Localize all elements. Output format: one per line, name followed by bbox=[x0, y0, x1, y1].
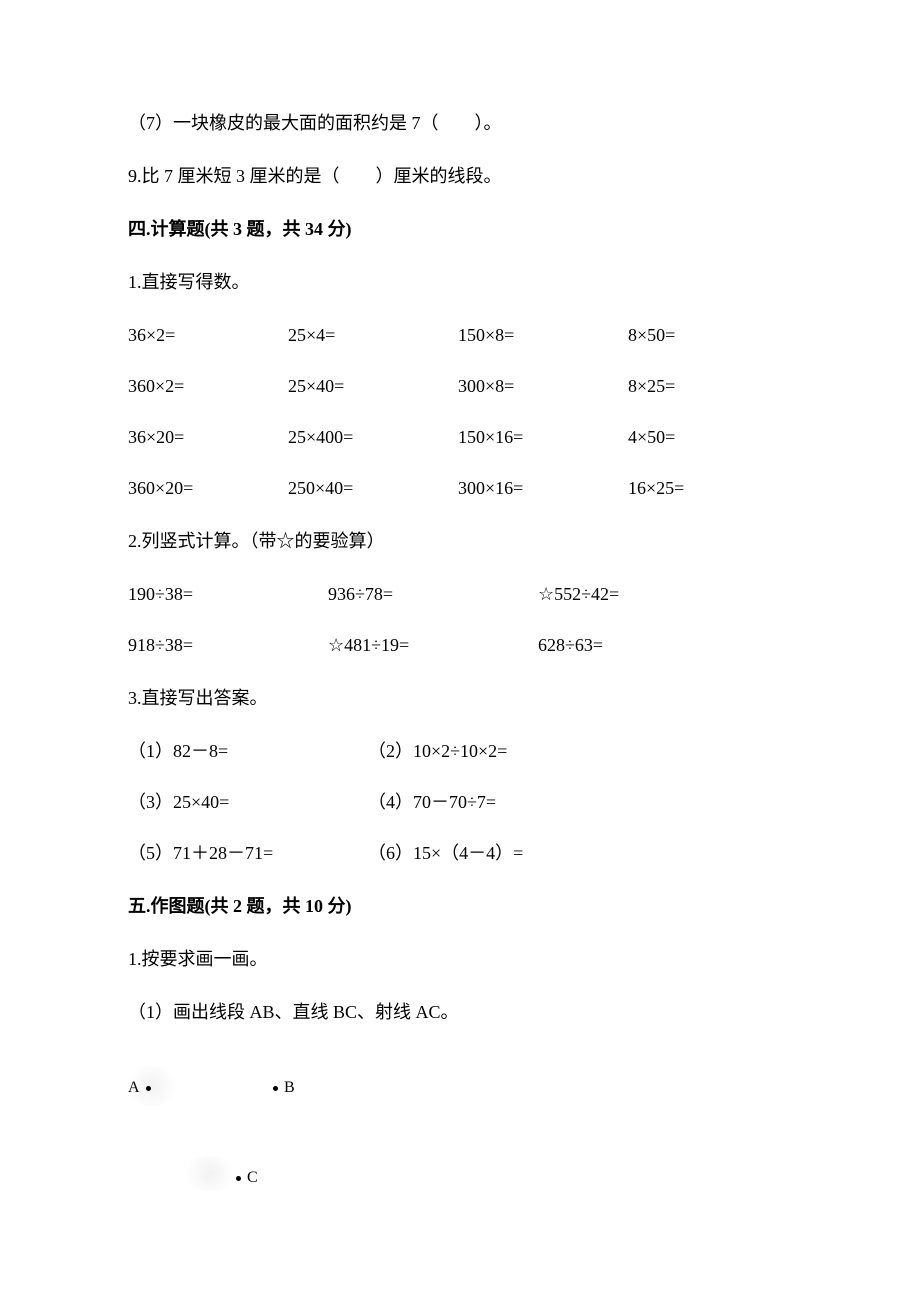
s4-p3-label: 3.直接写出答案。 bbox=[128, 685, 792, 712]
s5-p1-label: 1.按要求画一画。 bbox=[128, 946, 792, 973]
s4-p2-label: 2.列竖式计算。（带☆的要验算） bbox=[128, 528, 792, 555]
answer-cell: （6）15×（4－4）= bbox=[368, 840, 668, 867]
question-7-text: （7）一块橡皮的最大面的面积约是 7（ ）。 bbox=[128, 110, 792, 137]
s4-p2-grid: 190÷38= 936÷78= ☆552÷42= 918÷38= ☆481÷19… bbox=[128, 581, 792, 659]
answer-cell: （4）70－70÷7= bbox=[368, 789, 668, 816]
calc-cell: 300×8= bbox=[458, 373, 628, 400]
point-b-label: B bbox=[284, 1076, 295, 1100]
point-c: C bbox=[236, 1166, 258, 1190]
calc-cell: ☆552÷42= bbox=[538, 581, 738, 608]
calc-cell: 36×2= bbox=[128, 322, 288, 349]
point-a-label: A bbox=[128, 1076, 140, 1100]
scan-smudge bbox=[180, 1156, 240, 1191]
calc-cell: 8×25= bbox=[628, 373, 778, 400]
dot-icon bbox=[236, 1176, 241, 1181]
calc-cell: 360×20= bbox=[128, 475, 288, 502]
calc-cell: 8×50= bbox=[628, 322, 778, 349]
dot-icon bbox=[273, 1086, 278, 1091]
calc-cell: 150×8= bbox=[458, 322, 628, 349]
s4-p3-grid: （1）82－8= （2）10×2÷10×2= （3）25×40= （4）70－7… bbox=[128, 738, 792, 867]
answer-cell: （3）25×40= bbox=[128, 789, 368, 816]
point-b: B bbox=[273, 1076, 295, 1100]
calc-cell: 25×4= bbox=[288, 322, 458, 349]
calc-cell: 190÷38= bbox=[128, 581, 328, 608]
calc-cell: 150×16= bbox=[458, 424, 628, 451]
answer-cell: （5）71＋28－71= bbox=[128, 840, 368, 867]
s5-p1-sub: （1）画出线段 AB、直线 BC、射线 AC。 bbox=[128, 999, 792, 1026]
calc-cell: 300×16= bbox=[458, 475, 628, 502]
calc-cell: 628÷63= bbox=[538, 632, 738, 659]
s4-p1-grid: 36×2= 25×4= 150×8= 8×50= 360×2= 25×40= 3… bbox=[128, 322, 792, 502]
calc-cell: 936÷78= bbox=[328, 581, 538, 608]
point-a: A bbox=[128, 1076, 151, 1100]
question-9-text: 9.比 7 厘米短 3 厘米的是（ ）厘米的线段。 bbox=[128, 163, 792, 190]
s4-p1-label: 1.直接写得数。 bbox=[128, 269, 792, 296]
answer-cell: （2）10×2÷10×2= bbox=[368, 738, 668, 765]
calc-cell: 25×400= bbox=[288, 424, 458, 451]
dot-icon bbox=[146, 1086, 151, 1091]
calc-cell: ☆481÷19= bbox=[328, 632, 538, 659]
calc-cell: 918÷38= bbox=[128, 632, 328, 659]
calc-cell: 360×2= bbox=[128, 373, 288, 400]
calc-cell: 4×50= bbox=[628, 424, 778, 451]
section-5-title: 五.作图题(共 2 题，共 10 分) bbox=[128, 893, 792, 920]
calc-cell: 16×25= bbox=[628, 475, 778, 502]
section-4-title: 四.计算题(共 3 题，共 34 分) bbox=[128, 216, 792, 243]
answer-cell: （1）82－8= bbox=[128, 738, 368, 765]
calc-cell: 25×40= bbox=[288, 373, 458, 400]
calc-cell: 250×40= bbox=[288, 475, 458, 502]
geometry-diagram: A B C bbox=[128, 1066, 792, 1246]
point-c-label: C bbox=[247, 1166, 258, 1190]
calc-cell: 36×20= bbox=[128, 424, 288, 451]
